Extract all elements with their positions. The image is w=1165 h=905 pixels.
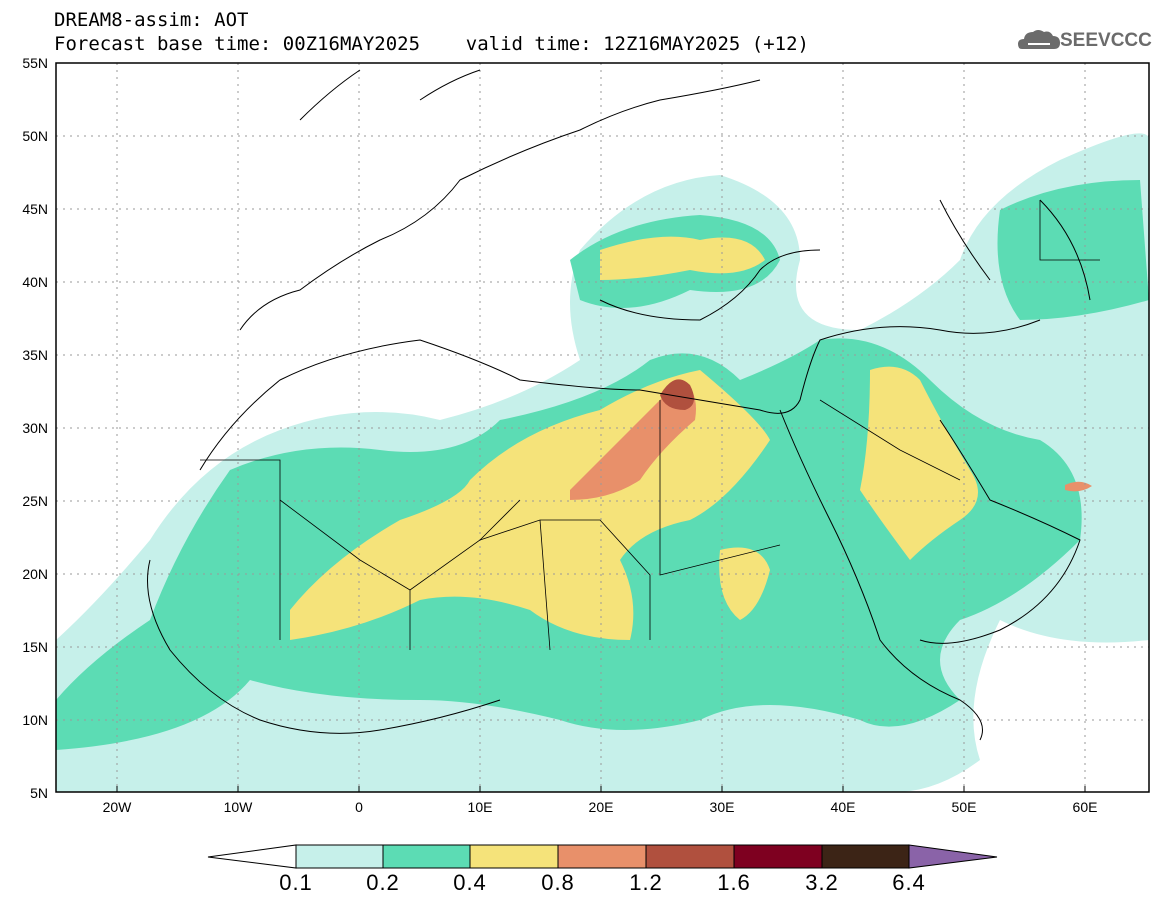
map-border [55,62,1150,793]
lon-label: 20E [588,799,614,815]
lat-label: 20N [22,566,48,582]
lon-label: 0 [355,799,363,815]
lat-label: 25N [22,493,48,509]
lon-label: 60E [1072,799,1098,815]
graticule [56,63,1149,792]
colorbar-label: 0.1 [279,870,313,895]
lat-label: 40N [22,274,48,290]
aot-band-high-sudan [719,547,770,620]
colorbar-label: 1.2 [629,870,663,895]
lat-label: 15N [22,639,48,655]
lon-label: 40E [830,799,856,815]
colorbar-label: 0.2 [366,870,400,895]
aot-band-mid-caspian [997,180,1149,320]
lon-label: 30E [709,799,735,815]
colorbar-label: 3.2 [805,870,839,895]
lat-label: 5N [30,785,48,801]
aot-contours [56,63,1149,792]
map-title: DREAM8-assim: AOT [54,9,249,31]
aot-band-high-balkans [600,236,765,280]
lat-label: 35N [22,347,48,363]
colorbar-label: 0.8 [541,870,575,895]
aot-band-peak [660,379,694,410]
colorbar-label: 6.4 [892,870,926,895]
axis-ticks [116,786,1086,792]
lat-label: 55N [22,55,48,71]
cloud-icon [1018,30,1060,49]
coastlines [147,69,1091,741]
forecast-time-line: Forecast base time: 00Z16MAY2025 valid t… [54,33,809,55]
lat-label: 10N [22,712,48,728]
colorbar-label: 0.4 [453,870,487,895]
colorbar-label: 1.6 [717,870,751,895]
lat-label: 45N [22,201,48,217]
lon-label: 50E [951,799,977,815]
lon-label: 10W [223,799,253,815]
lat-label: 30N [22,420,48,436]
country-borders [200,200,1100,651]
lon-label: 10E [467,799,493,815]
lon-label: 20W [102,799,132,815]
aot-band-high-arabia [860,366,978,560]
lat-label: 50N [22,128,48,144]
seevccc-logo-text: SEEVCCC [1060,30,1152,51]
